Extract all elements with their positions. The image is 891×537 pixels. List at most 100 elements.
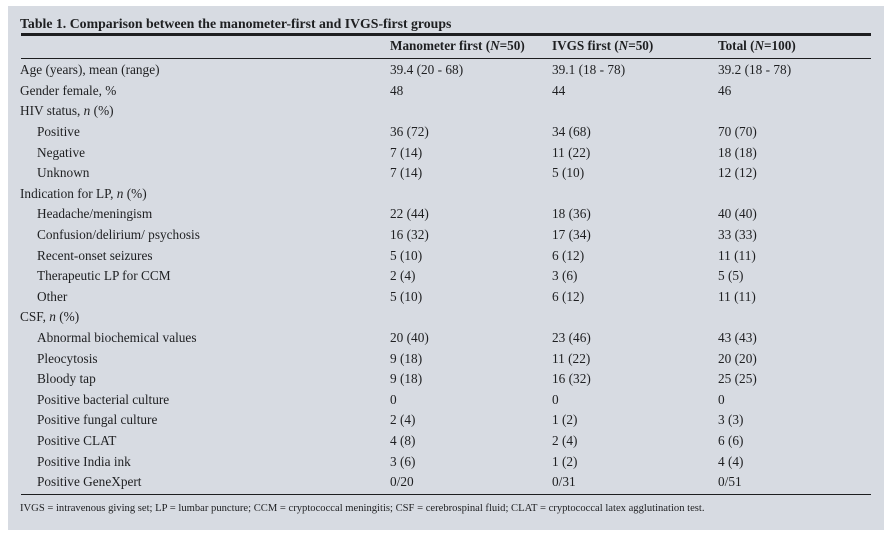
row-label: Positive CLAT [37,433,117,449]
total-value: 39.2 (18 - 78) [718,62,792,78]
table-header-row: Manometer first (N=50) IVGS first (N=50)… [20,36,872,58]
table-row: Pleocytosis 9 (18) 11 (22) 20 (20) [20,349,872,370]
manometer-first-value: 4 (8) [390,433,416,449]
total-value: 0 [718,391,725,407]
row-label: Negative [37,144,85,160]
row-label: Positive bacterial culture [37,391,170,407]
row-label: Pleocytosis [37,350,98,366]
manometer-first-value: 7 (14) [390,144,423,160]
row-label: Gender female, % [20,82,117,98]
col-header-variable [20,55,390,58]
row-label: HIV status, n (%) [20,103,114,119]
col-header-manometer-first: Manometer first (N=50) [390,37,525,53]
table-row: Age (years), mean (range) 39.4 (20 - 68)… [20,60,872,81]
ivgs-first-value: 11 (22) [552,350,591,366]
total-value: 33 (33) [718,226,757,242]
total-value: 0/51 [718,474,742,490]
total-value: 4 (4) [718,453,744,469]
table-row: Bloody tap 9 (18) 16 (32) 25 (25) [20,369,872,390]
table-row: Gender female, % 48 44 46 [20,81,872,102]
row-label: CSF, n (%) [20,309,80,325]
row-label: Therapeutic LP for CCM [37,268,171,284]
row-label: Recent-onset seizures [37,247,153,263]
table-row: Other 5 (10) 6 (12) 11 (11) [20,287,872,308]
total-value: 20 (20) [718,350,757,366]
table-row: Positive bacterial culture 0 0 0 [20,390,872,411]
total-value: 6 (6) [718,433,744,449]
table-row: Indication for LP, n (%) [20,184,872,205]
total-value: 12 (12) [718,165,757,181]
ivgs-first-value: 23 (46) [552,330,591,346]
ivgs-first-value: 6 (12) [552,247,585,263]
total-value: 18 (18) [718,144,757,160]
row-label: Positive GeneXpert [37,474,142,490]
manometer-first-value: 5 (10) [390,288,423,304]
ivgs-first-value: 5 (10) [552,165,585,181]
manometer-first-value: 22 (44) [390,206,429,222]
total-value: 46 [718,82,732,98]
table-row: CSF, n (%) [20,307,872,328]
ivgs-first-value: 1 (2) [552,453,578,469]
ivgs-first-value: 16 (32) [552,371,591,387]
manometer-first-value: 2 (4) [390,268,416,284]
row-label: Abnormal biochemical values [37,330,197,346]
table-row: Positive fungal culture 2 (4) 1 (2) 3 (3… [20,410,872,431]
ivgs-first-value: 6 (12) [552,288,585,304]
total-value: 25 (25) [718,371,757,387]
row-label: Age (years), mean (range) [20,62,160,78]
row-label: Unknown [37,165,90,181]
total-value: 3 (3) [718,412,744,428]
row-label: Positive fungal culture [37,412,158,428]
table-row: Confusion/delirium/ psychosis 16 (32) 17… [20,225,872,246]
manometer-first-value: 36 (72) [390,123,429,139]
ivgs-first-value: 18 (36) [552,206,591,222]
row-label: Other [37,288,68,304]
table-row: Unknown 7 (14) 5 (10) 12 (12) [20,163,872,184]
row-label: Indication for LP, n (%) [20,185,147,201]
manometer-first-value: 5 (10) [390,247,423,263]
total-value: 40 (40) [718,206,757,222]
table-row: Abnormal biochemical values 20 (40) 23 (… [20,328,872,349]
manometer-first-value: 7 (14) [390,165,423,181]
row-label: Bloody tap [37,371,96,387]
header-rule [21,57,871,60]
ivgs-first-value: 2 (4) [552,433,578,449]
manometer-first-value: 48 [390,82,404,98]
manometer-first-value: 39.4 (20 - 68) [390,62,464,78]
total-value: 5 (5) [718,268,744,284]
title-rule [21,33,871,36]
footnote-rule [21,494,871,496]
table-footnote: IVGS = intravenous giving set; LP = lumb… [20,503,705,515]
table-body: Age (years), mean (range) 39.4 (20 - 68)… [20,59,872,494]
table-row: Therapeutic LP for CCM 2 (4) 3 (6) 5 (5) [20,266,872,287]
table-row: Negative 7 (14) 11 (22) 18 (18) [20,143,872,164]
ivgs-first-value: 0/31 [552,474,576,490]
ivgs-first-value: 17 (34) [552,226,591,242]
manometer-first-value: 20 (40) [390,330,429,346]
manometer-first-value: 3 (6) [390,453,416,469]
ivgs-first-value: 1 (2) [552,412,578,428]
total-value: 70 (70) [718,123,757,139]
ivgs-first-value: 44 [552,82,566,98]
ivgs-first-value: 11 (22) [552,144,591,160]
manometer-first-value: 0/20 [390,474,414,490]
manometer-first-value: 2 (4) [390,412,416,428]
table-row: Positive CLAT 4 (8) 2 (4) 6 (6) [20,431,872,452]
total-value: 11 (11) [718,247,756,263]
row-label: Headache/meningism [37,206,153,222]
ivgs-first-value: 3 (6) [552,268,578,284]
table-row: Headache/meningism 22 (44) 18 (36) 40 (4… [20,204,872,225]
table-row: Recent-onset seizures 5 (10) 6 (12) 11 (… [20,246,872,267]
total-value: 11 (11) [718,288,756,304]
ivgs-first-value: 0 [552,391,559,407]
table-row: Positive India ink 3 (6) 1 (2) 4 (4) [20,452,872,473]
col-header-total: Total (N=100) [718,37,796,53]
table-row: Positive 36 (72) 34 (68) 70 (70) [20,122,872,143]
total-value: 43 (43) [718,330,757,346]
ivgs-first-value: 39.1 (18 - 78) [552,62,626,78]
ivgs-first-value: 34 (68) [552,123,591,139]
row-label: Confusion/delirium/ psychosis [37,226,200,242]
table-row: Positive GeneXpert 0/20 0/31 0/51 [20,472,872,493]
row-label: Positive India ink [37,453,131,469]
table-title: Table 1. Comparison between the manomete… [20,16,452,31]
